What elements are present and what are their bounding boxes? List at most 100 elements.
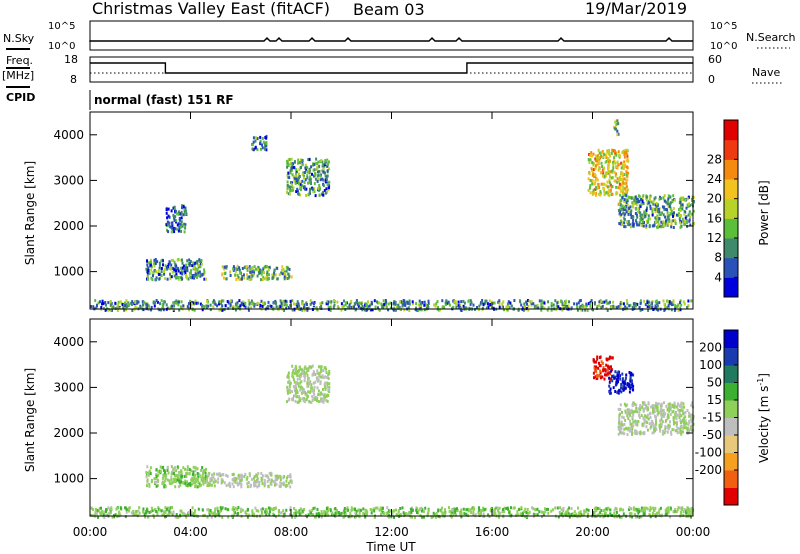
data-cell — [377, 306, 379, 310]
data-cell — [658, 513, 661, 517]
data-cell — [631, 201, 634, 205]
data-cell — [669, 206, 672, 210]
data-cell — [628, 206, 631, 210]
data-cell — [460, 508, 463, 512]
data-cell — [679, 299, 682, 303]
colorbar-tick-label: -100 — [695, 446, 722, 460]
data-cell — [203, 477, 206, 481]
data-cell — [595, 365, 598, 369]
data-cell — [614, 149, 616, 153]
data-cell — [611, 356, 614, 360]
data-cell — [121, 303, 124, 306]
data-cell — [369, 308, 372, 312]
data-cell — [591, 154, 594, 158]
data-cell — [629, 429, 632, 433]
data-cell — [166, 228, 168, 232]
data-cell — [634, 429, 637, 433]
data-cell — [366, 308, 369, 312]
data-cell — [678, 306, 681, 310]
data-cell — [350, 299, 353, 303]
data-cell — [632, 507, 635, 511]
data-cell — [670, 405, 673, 409]
data-cell — [197, 480, 200, 484]
data-cell — [617, 186, 620, 190]
data-cell — [596, 506, 599, 510]
data-cell — [318, 186, 321, 190]
data-cell — [655, 420, 657, 424]
data-cell — [436, 300, 439, 304]
data-cell — [622, 172, 625, 176]
data-cell — [327, 513, 330, 517]
data-cell — [396, 306, 399, 310]
data-cell — [628, 196, 631, 200]
data-cell — [256, 148, 259, 151]
data-cell — [311, 386, 314, 390]
data-cell — [579, 513, 582, 517]
data-cell — [493, 301, 496, 305]
data-cell — [252, 140, 255, 144]
data-cell — [177, 212, 180, 216]
data-cell — [308, 365, 311, 369]
data-cell — [622, 512, 625, 516]
data-cell — [205, 304, 208, 308]
data-cell — [677, 213, 680, 217]
data-cell — [625, 198, 628, 202]
data-cell — [627, 417, 630, 420]
data-cell — [541, 301, 544, 305]
data-cell — [366, 304, 368, 308]
data-cell — [243, 276, 246, 280]
data-cell — [285, 300, 288, 304]
data-cell — [678, 416, 681, 420]
data-cell — [305, 301, 308, 305]
data-cell — [593, 376, 595, 380]
data-cell — [640, 506, 643, 510]
data-cell — [131, 300, 134, 304]
data-cell — [247, 308, 250, 312]
data-cell — [310, 165, 313, 169]
data-cell — [630, 209, 633, 213]
data-cell — [196, 467, 199, 471]
data-cell — [614, 125, 617, 129]
data-cell — [323, 189, 326, 192]
data-cell — [155, 299, 158, 302]
data-cell — [623, 402, 626, 406]
data-cell — [506, 506, 509, 510]
data-cell — [646, 413, 649, 417]
data-cell — [162, 465, 165, 469]
data-cell — [137, 509, 140, 513]
beam-label: Beam 03 — [353, 0, 425, 19]
data-cell — [316, 162, 319, 165]
data-cell — [385, 512, 388, 515]
data-cell — [236, 511, 239, 515]
data-cell — [609, 183, 612, 187]
data-cell — [265, 134, 268, 138]
data-cell — [687, 430, 690, 434]
data-cell — [285, 508, 288, 512]
data-cell — [132, 513, 135, 517]
data-cell — [191, 506, 194, 510]
data-cell — [636, 410, 639, 414]
data-cell — [480, 301, 483, 305]
data-cell — [517, 508, 520, 511]
data-cell — [168, 215, 171, 219]
data-cell — [448, 506, 450, 510]
data-cell — [610, 305, 613, 309]
data-cell — [589, 184, 592, 188]
data-cell — [620, 423, 623, 426]
data-cell — [286, 190, 288, 194]
data-cell — [559, 513, 562, 517]
data-cell — [679, 419, 682, 423]
data-cell — [148, 469, 151, 473]
data-cell — [309, 187, 311, 191]
data-cell — [247, 306, 250, 310]
data-cell — [306, 174, 309, 178]
data-cell — [261, 143, 263, 147]
data-cell — [629, 213, 632, 216]
data-cell — [167, 262, 170, 266]
data-cell — [173, 260, 176, 264]
data-cell — [190, 478, 193, 482]
data-cell — [125, 308, 127, 312]
data-cell — [593, 302, 596, 306]
data-cell — [221, 480, 224, 484]
data-cell — [620, 172, 622, 176]
